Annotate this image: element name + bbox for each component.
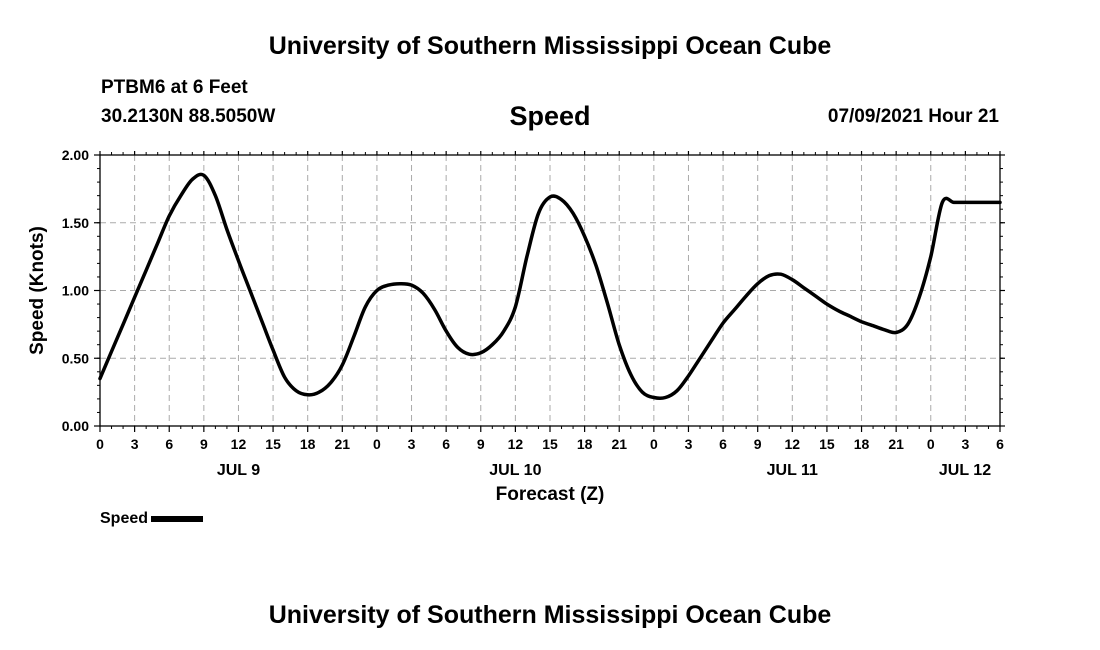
x-tick-label: 12 [508, 436, 524, 452]
y-axis-label: Speed (Knots) [27, 226, 48, 355]
station-label: PTBM6 at 6 Feet [101, 77, 248, 98]
legend-label: Speed [100, 510, 149, 527]
day-label: JUL 10 [489, 462, 541, 479]
day-label: JUL 11 [767, 462, 818, 479]
x-tick-label: 3 [408, 436, 416, 452]
x-tick-label: 9 [754, 436, 762, 452]
x-tick-label: 18 [854, 436, 870, 452]
x-tick-label: 0 [650, 436, 658, 452]
chart-title-bottom: University of Southern Mississippi Ocean… [268, 601, 832, 629]
x-tick-label: 0 [96, 436, 104, 452]
chart-title: Speed [509, 101, 591, 131]
x-tick-label: 12 [231, 436, 247, 452]
x-tick-label: 0 [927, 436, 935, 452]
x-tick-label: 21 [888, 436, 904, 452]
x-tick-label: 6 [996, 436, 1004, 452]
station-coordinates: 30.2130N 88.5050W [101, 106, 276, 127]
x-tick-label: 21 [335, 436, 351, 452]
y-tick-label: 0.00 [62, 418, 89, 434]
x-tick-label: 3 [131, 436, 139, 452]
x-tick-label: 15 [265, 436, 281, 452]
forecast-datetime: 07/09/2021 Hour 21 [827, 106, 999, 127]
x-tick-label: 18 [577, 436, 593, 452]
x-tick-label: 6 [442, 436, 450, 452]
x-tick-label: 9 [477, 436, 485, 452]
y-tick-label: 2.00 [62, 147, 89, 163]
day-label: JUL 9 [217, 462, 260, 479]
x-tick-label: 3 [685, 436, 693, 452]
x-tick-label: 3 [961, 436, 969, 452]
series-line-speed [98, 172, 1002, 401]
plot-frame [99, 154, 1001, 427]
legend: Speed [100, 510, 204, 528]
legend-line-swatch [151, 515, 204, 522]
day-label: JUL 12 [939, 462, 991, 479]
y-tick-label: 1.50 [62, 215, 89, 231]
x-tick-label: 18 [300, 436, 316, 452]
x-tick-label: 6 [719, 436, 727, 452]
x-tick-label: 6 [165, 436, 173, 452]
x-tick-label: 9 [200, 436, 208, 452]
y-tick-label: 1.00 [62, 283, 89, 299]
x-tick-label: 12 [785, 436, 801, 452]
x-axis-label: Forecast (Z) [496, 484, 605, 505]
y-tick-label: 0.50 [62, 350, 89, 366]
x-tick-label: 0 [373, 436, 381, 452]
x-tick-label: 15 [542, 436, 558, 452]
chart-title-top: University of Southern Mississippi Ocean… [268, 32, 832, 60]
x-tick-label: 15 [819, 436, 835, 452]
x-tick-label: 21 [611, 436, 627, 452]
